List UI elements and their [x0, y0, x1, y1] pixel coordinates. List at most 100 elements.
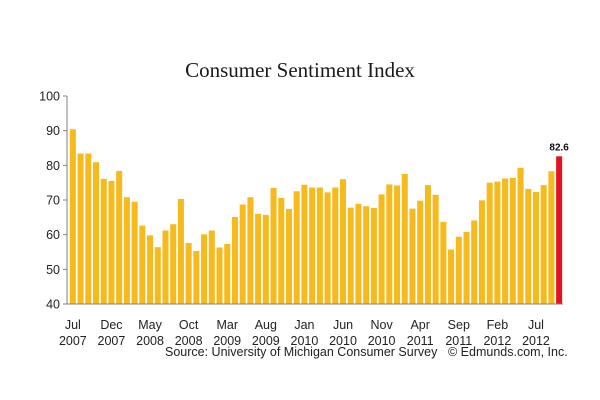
bar [494, 181, 501, 304]
bar [193, 250, 200, 304]
bar [131, 201, 138, 304]
x-tick-month: Aug [255, 318, 277, 332]
x-tick-label: Aug 2009 [252, 318, 280, 348]
x-tick-year: 2007 [59, 334, 87, 348]
bar-highlight [556, 156, 563, 304]
x-tick-year: 2010 [291, 334, 319, 348]
x-tick-label: Feb 2012 [483, 318, 511, 348]
bar [270, 187, 277, 304]
bar [355, 203, 362, 304]
source-note: Source: University of Michigan Consumer … [165, 345, 438, 359]
bar [409, 208, 416, 304]
bar [509, 177, 516, 304]
y-tick-label: 70 [46, 194, 60, 208]
x-tick-label: Mar 2009 [213, 318, 241, 348]
bar [239, 204, 246, 304]
bar [123, 197, 130, 304]
bar [278, 197, 285, 304]
bar [247, 197, 254, 304]
bar [502, 178, 509, 304]
bar [478, 200, 485, 304]
credit-note: © Edmunds.com, Inc. [448, 345, 568, 359]
x-tick-label: Sep 2011 [445, 318, 472, 348]
bar [370, 207, 377, 304]
x-axis: Jul 2007 Dec 2007 May 2008 Oct 2008 Mar 2009 Aug 20… [59, 303, 563, 348]
bar [177, 198, 184, 304]
y-axis: 40 50 60 70 80 90 100 [39, 90, 68, 312]
x-tick-year: 2012 [483, 334, 511, 348]
bar [401, 174, 408, 304]
bar [463, 231, 470, 304]
x-tick-month: Apr [410, 318, 429, 332]
bar [340, 179, 347, 304]
bar [208, 230, 215, 304]
x-tick-year: 2010 [329, 334, 357, 348]
y-tick-label: 100 [39, 90, 60, 104]
bar [147, 235, 154, 304]
bar [185, 242, 192, 304]
x-tick-label: Nov 2010 [368, 318, 396, 348]
bar [309, 187, 316, 304]
x-tick-label: Jan 2010 [291, 318, 319, 348]
bar [471, 220, 478, 304]
bar [201, 234, 208, 304]
bar [424, 185, 431, 304]
bar [231, 216, 238, 304]
x-tick-year: 2010 [368, 334, 396, 348]
bar [224, 244, 231, 304]
y-tick-label: 60 [46, 228, 60, 242]
bar [116, 170, 123, 304]
bar-series [69, 129, 563, 304]
bar [417, 200, 424, 304]
bar [448, 249, 455, 304]
x-tick-label: Jul 2007 [59, 318, 87, 348]
bar [517, 167, 524, 304]
x-tick-month: Oct [179, 318, 199, 332]
bar [525, 188, 532, 304]
bar [324, 192, 331, 304]
x-tick-label: May 2008 [136, 318, 164, 348]
bar [394, 185, 401, 304]
bar [455, 236, 462, 304]
bar [432, 194, 439, 304]
x-tick-month: Sep [448, 318, 470, 332]
bar [93, 162, 100, 304]
bar [540, 185, 547, 304]
bar [154, 247, 161, 304]
x-tick-year: 2008 [175, 334, 203, 348]
bar [332, 187, 339, 304]
x-tick-year: 2008 [136, 334, 164, 348]
bar [139, 225, 146, 304]
x-tick-year: 2007 [98, 334, 126, 348]
bar [69, 129, 76, 304]
bar [440, 221, 447, 304]
bar [301, 184, 308, 304]
x-tick-label: Apr 2011 [407, 318, 434, 348]
bar [486, 182, 493, 304]
bar [316, 187, 323, 304]
y-tick-label: 40 [46, 298, 60, 312]
bar [347, 207, 354, 304]
bar [170, 224, 177, 304]
bar [285, 209, 292, 304]
bar [293, 191, 300, 304]
x-tick-month: May [138, 318, 162, 332]
bar [85, 153, 92, 304]
chart-title: Consumer Sentiment Index [185, 58, 415, 82]
x-tick-month: Feb [487, 318, 509, 332]
x-tick-month: Jul [528, 318, 544, 332]
x-tick-label: Jul 2012 [522, 318, 550, 348]
x-tick-label: Dec 2007 [98, 318, 126, 348]
y-tick-label: 50 [46, 263, 60, 277]
x-tick-year: 2009 [252, 334, 280, 348]
bar [386, 184, 393, 304]
bar [108, 180, 115, 304]
y-tick-label: 90 [46, 124, 60, 138]
x-tick-month: Jun [333, 318, 353, 332]
bar [77, 153, 84, 304]
x-tick-month: Dec [100, 318, 122, 332]
data-labels: 82.6 [549, 142, 569, 153]
bar [255, 213, 262, 304]
data-label: 82.6 [549, 142, 569, 153]
